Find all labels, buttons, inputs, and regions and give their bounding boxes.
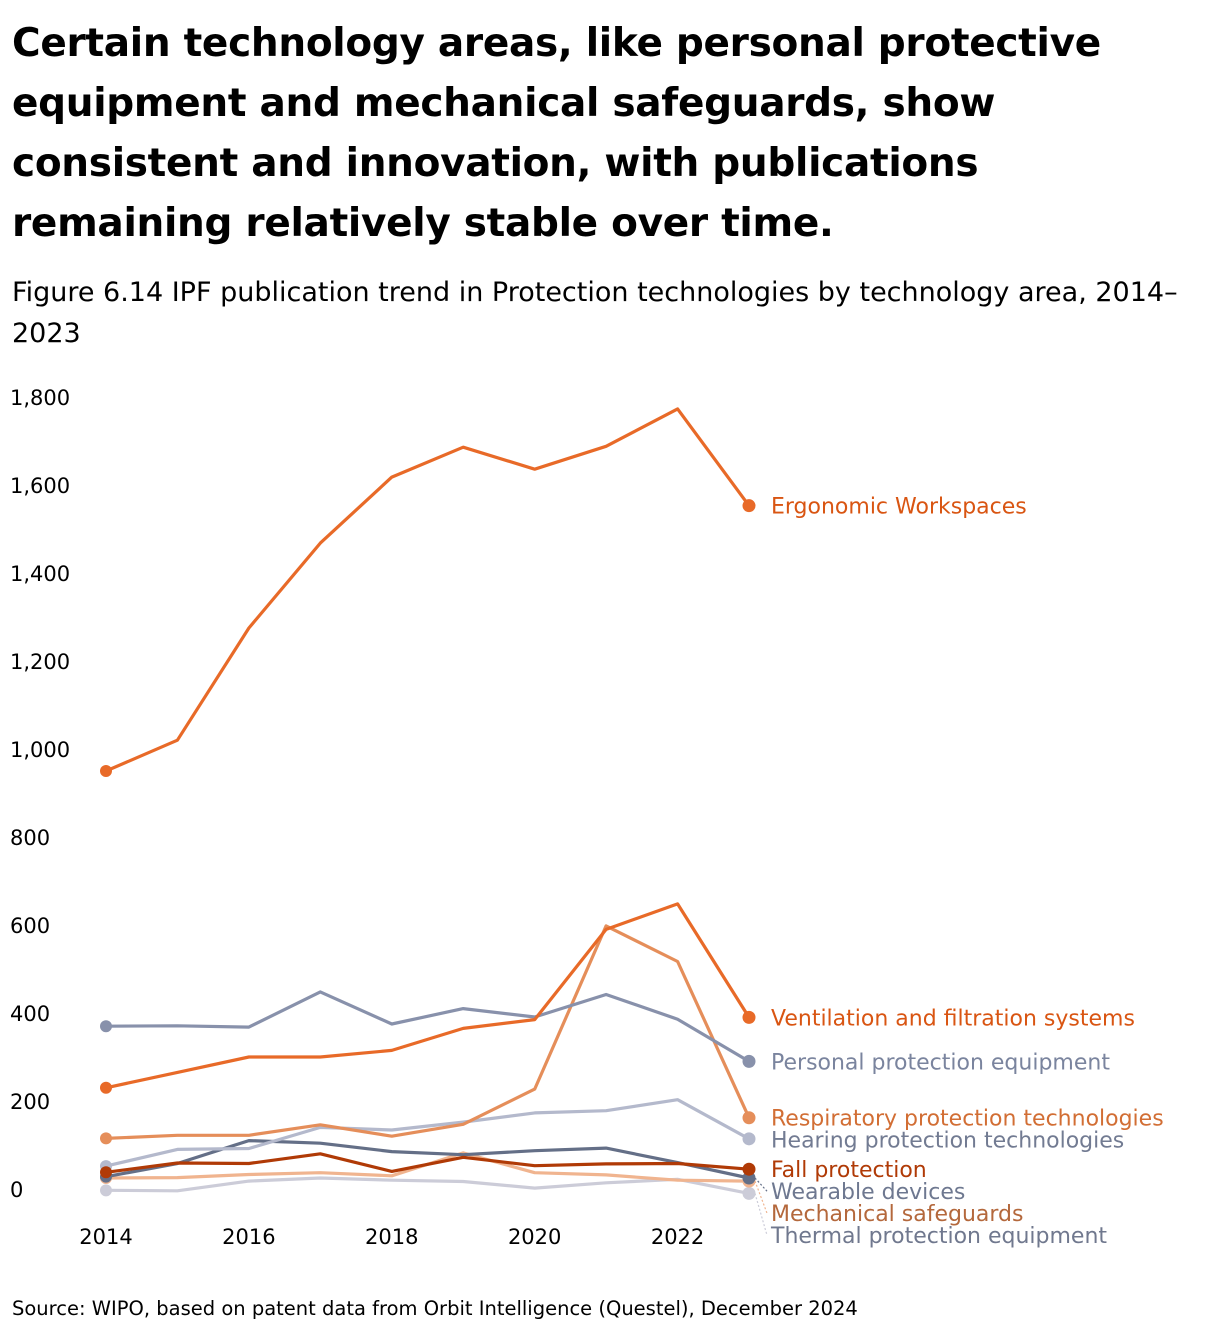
y-tick-label-1000: 1,000 [10, 738, 70, 762]
series-label-fall-protection: Fall protection [771, 1158, 927, 1183]
y-axis: 0 200 400 600 800 1,000 1,200 1,400 1,600 1,800 [10, 386, 70, 1202]
leader-thermal-protection-equipment [754, 1193, 768, 1236]
end-point-hearing-protection-technologies [742, 1132, 756, 1146]
series-label-wearable-devices: Wearable devices [771, 1180, 965, 1205]
series-line-personal-protection-equipment [104, 990, 751, 1064]
leader-wearable-devices [754, 1177, 768, 1192]
series-labels: Ergonomic Workspaces Ventilation and filt… [754, 495, 1164, 1249]
series-label-hearing-protection-technologies: Hearing protection technologies [771, 1129, 1124, 1154]
end-point-thermal-protection-equipment [742, 1186, 756, 1200]
end-point-ergonomic-workspaces [742, 499, 756, 513]
series-label-thermal-protection-equipment: Thermal protection equipment [770, 1224, 1107, 1249]
start-point-ergonomic-workspaces [100, 765, 112, 777]
series-label-mechanical-safeguards: Mechanical safeguards [771, 1202, 1023, 1227]
line-chart: 0 200 400 600 800 1,000 1,200 1,400 1,600 1,800 2… [10, 386, 1164, 1249]
y-tick-label-1800: 1,800 [10, 386, 70, 410]
source-note: Source: WIPO, based on patent data from … [12, 1297, 858, 1320]
series-line-thermal-protection-equipment [104, 1176, 751, 1196]
start-point-personal-protection-equipment [100, 1020, 112, 1033]
y-tick-label-800: 800 [10, 826, 50, 850]
start-point-ventilation-and-filtration-systems [100, 1081, 112, 1094]
figure-caption: Figure 6.14 IPF publication trend in Pro… [12, 277, 1178, 349]
y-tick-label-1200: 1,200 [10, 650, 70, 674]
end-point-respiratory-protection-technologies [742, 1111, 756, 1125]
series-line-ergonomic-workspaces [104, 407, 751, 773]
end-point-ventilation-and-filtration-systems [742, 1010, 756, 1024]
x-tick-label-2020: 2020 [508, 1225, 561, 1249]
series-line-fall-protection [104, 1152, 751, 1174]
series-label-ventilation-and-filtration-systems: Ventilation and filtration systems [771, 1006, 1135, 1031]
end-point-personal-protection-equipment [742, 1054, 756, 1068]
leader-mechanical-safeguards [754, 1180, 768, 1214]
y-tick-label-400: 400 [10, 1002, 50, 1026]
end-point-fall-protection [742, 1162, 756, 1176]
series-lines [104, 407, 751, 1196]
series-line-wearable-devices [104, 1138, 751, 1180]
series-label-respiratory-protection-technologies: Respiratory protection technologies [771, 1107, 1164, 1132]
start-point-respiratory-protection-technologies [100, 1132, 112, 1145]
series-end-markers [100, 499, 756, 1200]
start-point-thermal-protection-equipment [100, 1184, 112, 1197]
chart-headline: Certain technology areas, like personal … [12, 21, 1101, 246]
series-line-ventilation-and-filtration-systems [104, 902, 751, 1090]
x-tick-label-2018: 2018 [365, 1225, 418, 1249]
x-tick-label-2022: 2022 [651, 1225, 704, 1249]
x-tick-label-2016: 2016 [222, 1225, 275, 1249]
x-axis: 2014 2016 2018 2020 2022 [79, 1225, 704, 1249]
y-tick-label-1600: 1,600 [10, 474, 70, 498]
series-label-personal-protection-equipment: Personal protection equipment [771, 1050, 1110, 1075]
series-line-hearing-protection-technologies [104, 1098, 751, 1168]
y-tick-label-200: 200 [10, 1090, 50, 1114]
series-label-ergonomic-workspaces: Ergonomic Workspaces [771, 495, 1027, 520]
y-tick-label-600: 600 [10, 914, 50, 938]
x-tick-label-2014: 2014 [79, 1225, 132, 1249]
y-tick-label-1400: 1,400 [10, 562, 70, 586]
start-point-fall-protection [100, 1166, 112, 1179]
series-line-respiratory-protection-technologies [104, 924, 751, 1141]
y-tick-label-0: 0 [10, 1178, 23, 1202]
